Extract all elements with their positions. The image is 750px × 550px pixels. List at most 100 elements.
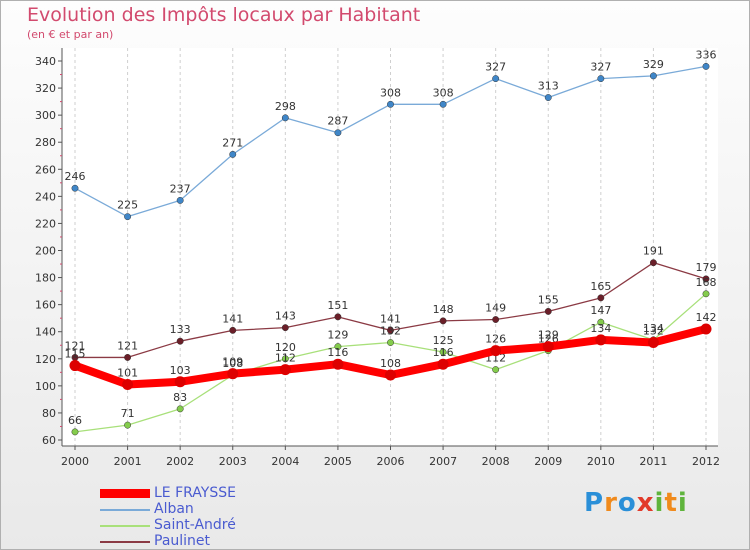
data-label-saint-andr--2010: 147: [590, 304, 611, 317]
point-saint-andr--2000: [71, 428, 79, 436]
data-label-alban-2003: 271: [222, 136, 243, 149]
point-paulinet-2010: [597, 294, 605, 302]
point-paulinet-2008: [492, 316, 500, 323]
point-le-fraysse-2003: [227, 368, 239, 380]
data-label-le-fraysse-2004: 112: [275, 352, 296, 365]
chart-title: Evolution des Impôts locaux par Habitant: [27, 4, 421, 26]
data-label-alban-2005: 287: [327, 115, 348, 128]
point-paulinet-2011: [649, 259, 657, 267]
point-saint-andr--2004: [281, 355, 289, 363]
data-label-saint-andr--2000: 66: [68, 414, 82, 427]
data-label-alban-2007: 308: [433, 86, 454, 99]
x-tick-label-2001: 2001: [114, 455, 142, 468]
x-tick-label-2010: 2010: [587, 455, 615, 468]
data-label-le-fraysse-2005: 116: [327, 346, 348, 359]
y-tick-label-80: 80: [42, 407, 56, 420]
y-tick-label-220: 220: [35, 217, 56, 230]
point-le-fraysse-2009: [542, 341, 554, 353]
chart-subtitle: (en € et par an): [27, 28, 114, 41]
point-alban-2007: [439, 100, 447, 108]
point-alban-2003: [229, 150, 237, 158]
point-alban-2006: [387, 100, 394, 108]
data-label-le-fraysse-2009: 129: [538, 329, 559, 342]
data-label-paulinet-2005: 151: [327, 299, 348, 312]
data-label-le-fraysse-2002: 103: [170, 364, 191, 377]
x-tick-label-2000: 2000: [61, 455, 89, 468]
data-label-alban-2012: 336: [696, 48, 717, 61]
y-tick-label-240: 240: [35, 190, 56, 203]
data-label-saint-andr--2012: 168: [696, 276, 717, 289]
data-label-alban-2006: 308: [380, 86, 401, 99]
data-label-alban-2001: 225: [117, 199, 138, 212]
data-label-alban-2004: 298: [275, 100, 296, 113]
point-le-fraysse-2000: [69, 360, 81, 372]
data-label-saint-andr--2006: 132: [380, 325, 401, 338]
data-label-saint-andr--2001: 71: [121, 407, 135, 420]
point-le-fraysse-2010: [595, 334, 607, 346]
x-tick-label-2012: 2012: [692, 455, 720, 468]
point-le-fraysse-2007: [437, 358, 449, 370]
data-label-alban-2000: 246: [65, 170, 86, 183]
point-le-fraysse-2001: [122, 379, 134, 391]
data-label-le-fraysse-2007: 116: [433, 346, 454, 359]
data-label-alban-2010: 327: [590, 61, 611, 74]
x-tick-label-2004: 2004: [271, 455, 299, 468]
y-tick-label-120: 120: [35, 353, 56, 366]
data-label-saint-andr--2003: 108: [222, 357, 243, 370]
point-saint-andr--2006: [387, 339, 394, 346]
data-label-le-fraysse-2010: 134: [590, 322, 611, 335]
data-label-saint-andr--2004: 120: [275, 341, 296, 354]
legend-item-saint-andr-: Saint-André: [100, 517, 360, 534]
y-tick-label-320: 320: [35, 82, 56, 95]
x-tick-label-2011: 2011: [639, 455, 667, 468]
point-paulinet-2002: [176, 337, 184, 345]
y-tick-label-60: 60: [42, 434, 56, 447]
legend-label-paulinet: Paulinet: [154, 533, 211, 549]
data-label-paulinet-2010: 165: [590, 280, 611, 293]
point-alban-2002: [176, 196, 184, 204]
point-le-fraysse-2004: [279, 364, 291, 376]
point-paulinet-2001: [124, 353, 132, 361]
point-saint-andr--2010: [597, 318, 605, 326]
data-label-saint-andr--2011: 134: [643, 322, 664, 335]
data-label-saint-andr--2002: 83: [173, 391, 187, 404]
y-tick-label-200: 200: [35, 245, 56, 258]
x-tick-label-2008: 2008: [482, 455, 510, 468]
point-saint-andr--2012: [702, 290, 710, 298]
data-label-saint-andr--2007: 125: [433, 334, 454, 347]
logo-letter: x: [636, 488, 655, 518]
y-tick-label-280: 280: [35, 136, 56, 149]
y-tick-label-260: 260: [35, 163, 56, 176]
logo-letter: i: [654, 488, 665, 518]
legend-label-le-fraysse: LE FRAYSSE: [154, 485, 236, 501]
point-alban-2005: [334, 129, 342, 137]
point-saint-andr--2002: [176, 405, 184, 413]
data-label-saint-andr--2005: 129: [327, 329, 348, 342]
x-tick-label-2006: 2006: [377, 455, 405, 468]
point-paulinet-2006: [387, 326, 394, 334]
x-tick-label-2007: 2007: [429, 455, 457, 468]
point-le-fraysse-2002: [174, 376, 186, 388]
legend-item-le-fraysse: LE FRAYSSE: [100, 485, 360, 502]
legend-swatch-paulinet: [100, 541, 150, 543]
data-label-paulinet-2011: 191: [643, 245, 664, 258]
point-saint-andr--2008: [492, 366, 500, 374]
data-label-paulinet-2012: 179: [696, 261, 717, 274]
y-tick-label-100: 100: [35, 380, 56, 393]
point-le-fraysse-2006: [385, 369, 396, 381]
y-tick-label-300: 300: [35, 109, 56, 122]
x-tick-label-2005: 2005: [324, 455, 352, 468]
data-label-le-fraysse-2008: 126: [485, 333, 506, 346]
data-label-paulinet-2006: 141: [380, 312, 401, 325]
point-le-fraysse-2011: [647, 337, 659, 349]
point-alban-2004: [281, 114, 289, 122]
data-label-le-fraysse-2012: 142: [696, 311, 717, 324]
legend-swatch-saint-andr-: [100, 525, 150, 527]
data-label-paulinet-2001: 121: [117, 339, 138, 352]
data-label-paulinet-2008: 149: [485, 302, 506, 315]
point-alban-2009: [544, 94, 552, 101]
point-paulinet-2003: [229, 326, 237, 334]
x-tick-label-2002: 2002: [166, 455, 194, 468]
y-tick-label-160: 160: [35, 299, 56, 312]
point-paulinet-2007: [439, 317, 447, 325]
